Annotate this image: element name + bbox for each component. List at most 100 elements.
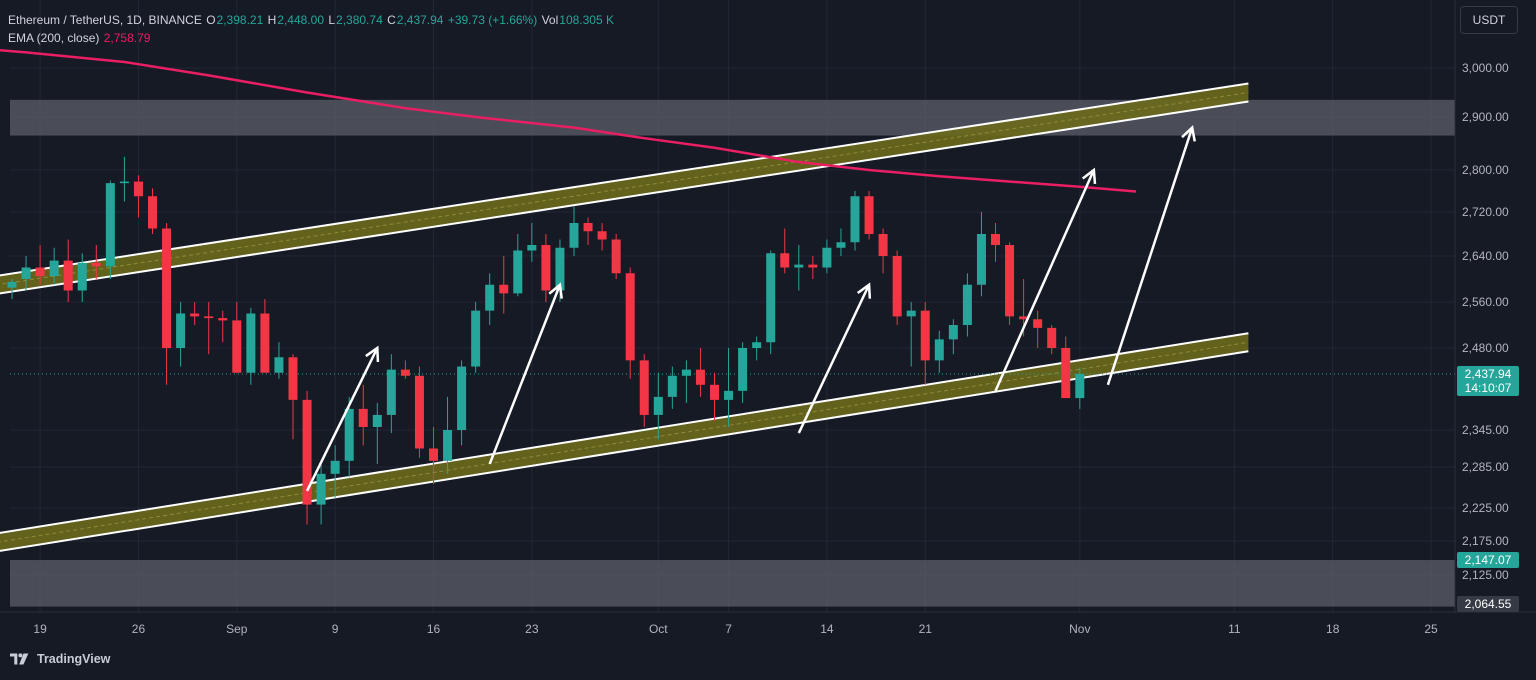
candle-body[interactable] (681, 369, 691, 376)
candle-body[interactable] (246, 313, 256, 373)
candle-body[interactable] (639, 360, 649, 415)
candle-body[interactable] (583, 223, 593, 232)
open-value: 2,398.21 (216, 13, 264, 27)
candle-body[interactable] (91, 262, 101, 267)
candle-body[interactable] (429, 448, 438, 461)
time-tick-label: 23 (525, 622, 539, 636)
candle-body[interactable] (302, 399, 312, 505)
candle-body[interactable] (611, 239, 621, 274)
candle-body[interactable] (133, 181, 143, 197)
candle-body[interactable] (892, 256, 902, 317)
candle-body[interactable] (1075, 373, 1085, 399)
support-resistance-zone (10, 99, 1455, 136)
candle-body[interactable] (457, 366, 467, 430)
candle-body[interactable] (695, 369, 705, 385)
candle-body[interactable] (372, 414, 382, 427)
candle-body[interactable] (288, 357, 298, 400)
candle-body[interactable] (991, 234, 1000, 245)
candle-body[interactable] (176, 313, 186, 349)
candle-body[interactable] (625, 273, 635, 361)
candle-body[interactable] (344, 408, 354, 461)
candle-body[interactable] (49, 260, 59, 277)
time-tick-label: 19 (33, 622, 47, 636)
channel-upper-band (0, 83, 1249, 294)
candle-body[interactable] (190, 313, 200, 317)
candle-body[interactable] (948, 325, 958, 340)
candle-body[interactable] (485, 284, 495, 311)
candle-body[interactable] (386, 369, 396, 415)
candle-body[interactable] (878, 234, 888, 256)
candle-body[interactable] (35, 267, 45, 277)
candle-body[interactable] (358, 408, 368, 427)
candle-body[interactable] (1061, 348, 1071, 399)
candle-body[interactable] (934, 339, 944, 361)
candle-body[interactable] (443, 430, 453, 461)
candle-body[interactable] (752, 342, 762, 348)
candle-body[interactable] (1033, 319, 1043, 328)
candle-body[interactable] (653, 396, 663, 415)
candle-body[interactable] (414, 375, 424, 449)
candle-body[interactable] (148, 196, 157, 229)
candle-body[interactable] (119, 181, 129, 184)
candle-body[interactable] (822, 247, 832, 268)
trend-arrow (994, 169, 1095, 392)
candle-body[interactable] (204, 316, 214, 319)
candle-body[interactable] (105, 183, 115, 267)
candle-body[interactable] (569, 223, 579, 248)
candle-body[interactable] (780, 253, 790, 268)
candle-body[interactable] (260, 313, 270, 373)
candle-body[interactable] (920, 310, 930, 361)
candle-body[interactable] (499, 284, 509, 294)
candle-body[interactable] (555, 247, 565, 291)
symbol-title[interactable]: Ethereum / TetherUS, 1D, BINANCE (8, 13, 202, 27)
time-axis[interactable] (0, 612, 1536, 644)
price-badge-label: 2,437.94 (1465, 367, 1512, 381)
candle-body[interactable] (162, 228, 172, 349)
candle-body[interactable] (541, 245, 551, 291)
candle-body[interactable] (527, 245, 537, 251)
candle-body[interactable] (836, 242, 846, 248)
candle-body[interactable] (7, 281, 17, 288)
price-tick-label: 2,800.00 (1462, 163, 1509, 177)
candle-body[interactable] (316, 473, 326, 505)
candle-body[interactable] (63, 260, 73, 291)
candle-body[interactable] (710, 384, 719, 400)
ema-value: 2,758.79 (103, 31, 151, 45)
time-tick-label: Nov (1069, 622, 1090, 636)
ema-label[interactable]: EMA (200, close) (8, 31, 100, 45)
candle-body[interactable] (218, 318, 228, 321)
trend-arrow-head (856, 282, 872, 299)
candle-body[interactable] (1005, 245, 1015, 317)
open-label: O (206, 13, 216, 27)
ema-200-line[interactable] (0, 38, 1137, 193)
candle-body[interactable] (738, 348, 748, 391)
price-axis[interactable] (1455, 0, 1536, 612)
candle-body[interactable] (906, 310, 916, 317)
tradingview-icon (10, 653, 29, 665)
candle-body[interactable] (667, 375, 677, 397)
candle-body[interactable] (471, 310, 481, 367)
candle-body[interactable] (1019, 316, 1029, 320)
candle-body[interactable] (794, 264, 804, 268)
candle-body[interactable] (864, 196, 874, 234)
candle-body[interactable] (330, 460, 340, 474)
candle-body[interactable] (850, 196, 860, 243)
candle-body[interactable] (513, 250, 523, 294)
candle-body[interactable] (724, 390, 734, 400)
candle-body[interactable] (597, 231, 607, 240)
currency-button[interactable]: USDT (1460, 6, 1518, 34)
candle-body[interactable] (976, 234, 986, 285)
candle-body[interactable] (808, 264, 818, 268)
candle-body[interactable] (232, 320, 242, 373)
trend-arrow-head (365, 345, 380, 363)
candle-body[interactable] (400, 369, 410, 376)
candle-body[interactable] (766, 253, 776, 343)
candle-body[interactable] (77, 262, 87, 291)
candle-body[interactable] (1047, 327, 1057, 348)
candle-body[interactable] (21, 267, 31, 280)
candle-body[interactable] (962, 284, 972, 325)
time-tick-label: 11 (1228, 622, 1241, 636)
candle-body[interactable] (274, 357, 284, 373)
tradingview-logo[interactable]: TradingView (10, 652, 110, 666)
